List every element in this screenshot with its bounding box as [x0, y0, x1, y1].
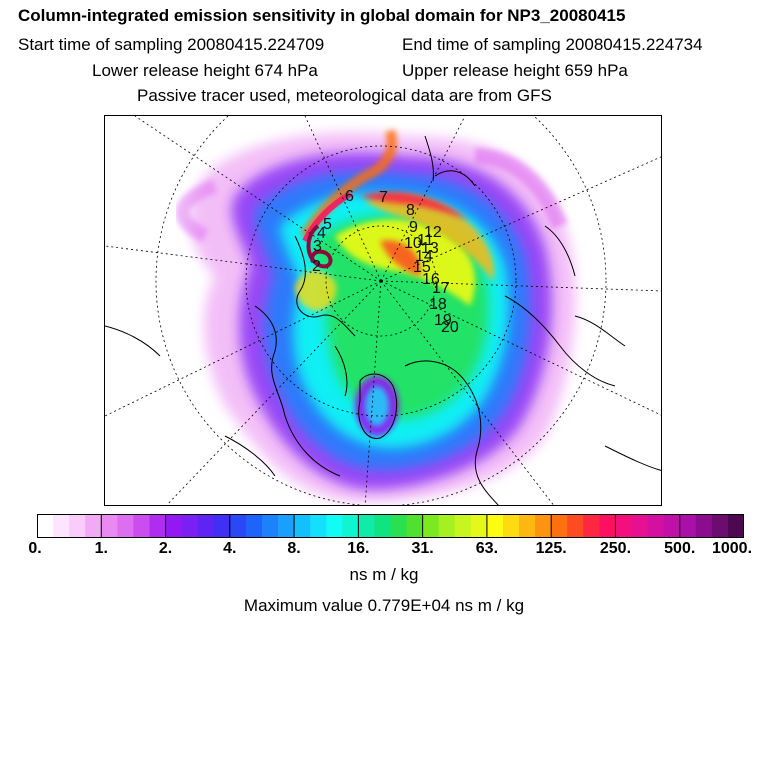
graticule	[105, 116, 661, 505]
colorbar-tick-label: 125.	[535, 540, 567, 557]
colorbar-swatch	[117, 514, 134, 538]
colorbar-swatch	[406, 514, 424, 538]
colorbar-units: ns m / kg	[349, 565, 419, 584]
colorbar-swatch	[422, 514, 440, 538]
colorbar-swatch	[599, 514, 616, 538]
colorbar-swatch	[149, 514, 167, 538]
colorbar-swatch	[245, 514, 263, 538]
tracer-info-label: Passive tracer used, meteorological data…	[137, 86, 552, 105]
end-time-label: End time of sampling 20080415.224734	[402, 35, 703, 54]
colorbar-swatch	[342, 514, 359, 538]
colorbar-tick-label: 500.	[664, 540, 696, 557]
start-time-label: Start time of sampling 20080415.224709	[18, 35, 325, 54]
traj-label-14: 14	[415, 248, 433, 265]
colorbar-swatch	[631, 514, 649, 538]
colorbar-tick-label: 0.	[28, 540, 42, 557]
traj-label-16: 16	[422, 271, 440, 288]
traj-label-12: 12	[424, 224, 442, 241]
colorbar-swatch	[358, 514, 375, 538]
map-canvas: 2 3 4 5 6 7 8 9 10 11 12 13 14 15 16 17 …	[105, 116, 661, 505]
colorbar-swatch	[583, 514, 600, 538]
colorbar-swatch	[326, 514, 343, 538]
colorbar-tick-label: 16.	[347, 540, 370, 557]
colorbar-tick-label: 1.	[94, 540, 108, 557]
colorbar-swatch	[37, 514, 54, 538]
traj-label-11: 11	[417, 232, 434, 249]
colorbar-tick-label: 63.	[475, 540, 499, 557]
plot-title: Column-integrated emission sensitivity i…	[18, 6, 626, 25]
colorbar-border	[37, 514, 744, 538]
colorbar-swatch	[486, 514, 504, 538]
colorbar-swatch	[438, 514, 456, 538]
sensitivity-field	[175, 129, 576, 503]
colorbar-swatch	[53, 514, 70, 538]
traj-label-19: 19	[434, 312, 452, 329]
colorbar-swatch	[663, 514, 681, 538]
traj-label-20: 20	[441, 319, 459, 336]
traj-label-13: 13	[421, 240, 439, 257]
traj-label-2: 2	[312, 258, 321, 275]
colorbar-tick-label: 1000.	[711, 540, 753, 557]
traj-label-7: 7	[379, 189, 388, 206]
traj-label-5: 5	[323, 216, 332, 233]
colorbar-swatch	[679, 514, 697, 538]
colorbar-swatch	[390, 514, 408, 538]
colorbar-swatch	[695, 514, 713, 538]
colorbar-swatch	[310, 514, 327, 538]
traj-label-15: 15	[413, 259, 431, 276]
traj-label-8: 8	[406, 202, 415, 219]
colorbar-tick-label: 31.	[411, 540, 434, 557]
traj-label-10: 10	[404, 235, 422, 252]
trajectory-labels: 2 3 4 5 6 7 8 9 10 11 12 13 14 15 16 17 …	[312, 188, 459, 336]
colorbar-swatch	[535, 514, 552, 538]
lower-release-height-label: Lower release height 674 hPa	[92, 61, 318, 80]
traj-label-4: 4	[317, 225, 326, 242]
traj-label-18: 18	[429, 296, 447, 313]
colorbar-canvas	[37, 514, 745, 538]
traj-label-6: 6	[345, 188, 354, 205]
colorbar-swatch	[197, 514, 215, 538]
colorbar-swatch	[133, 514, 150, 538]
colorbar-swatch	[711, 514, 729, 538]
traj-label-17: 17	[432, 280, 450, 297]
colorbar-swatch	[519, 514, 536, 538]
colorbar-swatch	[567, 514, 584, 538]
colorbar-tick-label: 8.	[287, 540, 301, 557]
traj-label-9: 9	[409, 219, 418, 236]
colorbar-swatch	[647, 514, 665, 538]
colorbar-swatch	[727, 514, 745, 538]
colorbar-swatch	[294, 514, 311, 538]
colorbar-swatch	[374, 514, 391, 538]
colorbar-tick-label: 4.	[223, 540, 237, 557]
colorbar-swatch	[181, 514, 199, 538]
colorbar-swatch	[470, 514, 488, 538]
colorbar-swatch	[551, 514, 568, 538]
trajectory-loop	[306, 224, 333, 269]
traj-label-3: 3	[313, 238, 322, 255]
coastlines	[105, 135, 661, 505]
colorbar-swatch	[213, 514, 231, 538]
colorbar-swatch	[278, 514, 295, 538]
colorbar-swatch	[454, 514, 472, 538]
colorbar-swatch	[615, 514, 633, 538]
colorbar-swatch	[69, 514, 86, 538]
colorbar	[37, 514, 745, 538]
maximum-value-label: Maximum value 0.779E+04 ns m / kg	[243, 596, 525, 615]
colorbar-tick-label: 250.	[599, 540, 632, 557]
colorbar-swatch	[85, 514, 102, 538]
upper-release-height-label: Upper release height 659 hPa	[402, 61, 628, 80]
colorbar-swatch	[229, 514, 247, 538]
colorbar-swatch	[101, 514, 118, 538]
colorbar-swatch	[165, 514, 183, 538]
colorbar-tick-label: 2.	[158, 540, 173, 557]
colorbar-swatch	[502, 514, 520, 538]
colorbar-swatch	[261, 514, 279, 538]
sensitivity-map: 2 3 4 5 6 7 8 9 10 11 12 13 14 15 16 17 …	[104, 115, 662, 506]
